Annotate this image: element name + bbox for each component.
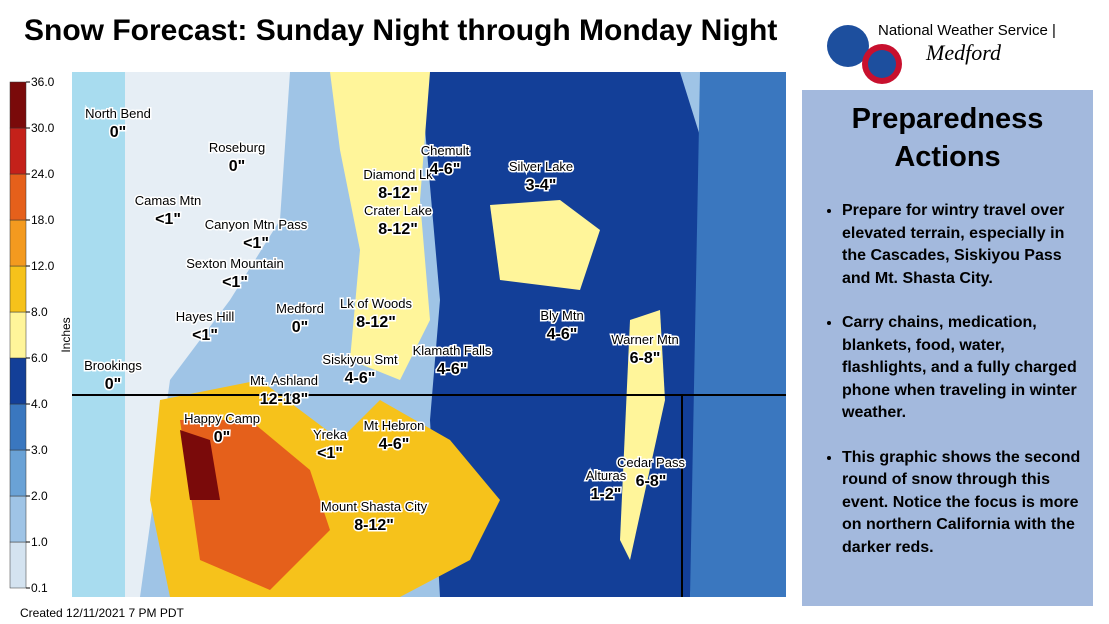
location-name: Klamath Falls bbox=[413, 343, 492, 358]
location-name: Hayes Hill bbox=[176, 309, 235, 324]
colorbar-tick-label: 36.0 bbox=[31, 75, 55, 89]
location-name: Medford bbox=[276, 301, 324, 316]
colorbar-tick-label: 12.0 bbox=[31, 259, 55, 273]
snow-amount: 0" bbox=[110, 124, 126, 141]
colorbar-tick-label: 1.0 bbox=[31, 535, 48, 549]
colorbar-segment bbox=[9, 357, 27, 405]
ocean bbox=[72, 72, 125, 597]
location-name: Alturas bbox=[586, 468, 627, 483]
yellow-patch bbox=[620, 310, 665, 560]
nws-logo-inner bbox=[868, 50, 896, 78]
colorbar-tick-label: 0.1 bbox=[31, 581, 48, 595]
footer: Created 12/11/2021 7 PM PDT bbox=[20, 606, 184, 620]
colorbar-segment bbox=[9, 219, 27, 267]
snow-amount: 6-8" bbox=[636, 473, 667, 490]
snow-amount: 6-8" bbox=[630, 350, 661, 367]
location-name: Warner Mtn bbox=[611, 332, 678, 347]
colorbar-segment bbox=[9, 541, 27, 589]
snow-amount: 8-12" bbox=[378, 185, 418, 202]
snow-amount: <1" bbox=[155, 211, 181, 228]
colorbar-tick-label: 18.0 bbox=[31, 213, 55, 227]
location-name: Chemult bbox=[421, 143, 470, 158]
colorbar-segment bbox=[9, 449, 27, 497]
location-name: Roseburg bbox=[209, 140, 265, 155]
location-name: Lk of Woods bbox=[340, 296, 413, 311]
bullet-list: Prepare for wintry travel over elevated … bbox=[802, 200, 1093, 559]
bullet: Prepare for wintry travel over elevated … bbox=[842, 200, 1083, 290]
location-name: Yreka bbox=[313, 427, 348, 442]
location-name: North Bend bbox=[85, 106, 151, 121]
snow-amount: 12-18" bbox=[260, 391, 309, 408]
cascades-snow bbox=[330, 72, 430, 380]
location-name: Sexton Mountain bbox=[186, 256, 284, 271]
bullet: This graphic shows the second round of s… bbox=[842, 447, 1083, 560]
location-name: Mount Shasta City bbox=[321, 499, 428, 514]
title: Snow Forecast: Sunday Night through Mond… bbox=[24, 14, 778, 47]
snow-amount: 8-12" bbox=[378, 221, 418, 238]
logos bbox=[827, 25, 902, 84]
colorbar-tick-label: 6.0 bbox=[31, 351, 48, 365]
location-name: Camas Mtn bbox=[135, 193, 201, 208]
colorbar-tick-label: 4.0 bbox=[31, 397, 48, 411]
location-name: Brookings bbox=[84, 358, 142, 373]
office: Medford bbox=[926, 40, 1001, 65]
very-heavy-snow bbox=[180, 430, 220, 500]
location-name: Mt. Ashland bbox=[250, 373, 318, 388]
location-name: Silver Lake bbox=[509, 159, 573, 174]
snow-amount: 3-4" bbox=[526, 177, 557, 194]
colorbar-tick-label: 2.0 bbox=[31, 489, 48, 503]
snow-amount: 0" bbox=[214, 429, 230, 446]
state-border bbox=[72, 394, 786, 597]
map: 0.1 1.0 2.0 3.0 4.0 6.0 8.0 12.0 18.0 24.0 30.0 36.… bbox=[9, 72, 786, 597]
snow-amount: <1" bbox=[317, 445, 343, 462]
light-snow bbox=[125, 72, 290, 597]
colorbar-label: Inches bbox=[59, 317, 73, 352]
location-name: Happy Camp bbox=[184, 411, 260, 426]
heavy-snow bbox=[180, 420, 330, 590]
location-name: Cedar Pass bbox=[617, 455, 685, 470]
east-blue bbox=[690, 72, 786, 597]
colorbar-segment bbox=[9, 495, 27, 543]
colorbar-tick-label: 8.0 bbox=[31, 305, 48, 319]
snow-amount: 4-6" bbox=[345, 370, 376, 387]
yellow-patch bbox=[490, 200, 600, 290]
colorbar-segment bbox=[9, 403, 27, 451]
snow-amount: 0" bbox=[292, 319, 308, 336]
snow-amount: <1" bbox=[243, 235, 269, 252]
snow-amount: 0" bbox=[229, 158, 245, 175]
colorbar-segment bbox=[9, 265, 27, 313]
location-name: Mt Hebron bbox=[364, 418, 425, 433]
snow-amount: 1-2" bbox=[591, 486, 622, 503]
colorbar-segment bbox=[9, 81, 27, 129]
colorbar-tick-label: 3.0 bbox=[31, 443, 48, 457]
snow-amount: <1" bbox=[222, 274, 248, 291]
panel: Preparedness Actions Prepare for wintry … bbox=[802, 90, 1093, 606]
colorbar-segment bbox=[9, 311, 27, 359]
colorbar-tick-label: 24.0 bbox=[31, 167, 55, 181]
location-name: Siskiyou Smt bbox=[322, 352, 398, 367]
snow-amount: 4-6" bbox=[430, 161, 461, 178]
colorbar-tick-label: 30.0 bbox=[31, 121, 55, 135]
snow-amount: 0" bbox=[105, 376, 121, 393]
colorbar-segment bbox=[9, 127, 27, 175]
snow-amount: 4-6" bbox=[379, 436, 410, 453]
panel-title: Preparedness Actions bbox=[851, 103, 1044, 173]
snow-amount: 8-12" bbox=[354, 517, 394, 534]
location-name: Canyon Mtn Pass bbox=[205, 217, 308, 232]
snow-amount: <1" bbox=[192, 327, 218, 344]
bullet: Carry chains, medication, blankets, food… bbox=[842, 312, 1083, 425]
location-name: Crater Lake bbox=[364, 203, 432, 218]
snow-amount: 8-12" bbox=[356, 314, 396, 331]
snow-amount: 4-6" bbox=[547, 326, 578, 343]
colorbar-segment bbox=[9, 173, 27, 221]
agency: National Weather Service | bbox=[878, 22, 1056, 39]
noaa-logo bbox=[827, 25, 869, 67]
location-name: Diamond Lk bbox=[363, 167, 433, 182]
snow-amount: 4-6" bbox=[437, 361, 468, 378]
location-name: Bly Mtn bbox=[540, 308, 583, 323]
